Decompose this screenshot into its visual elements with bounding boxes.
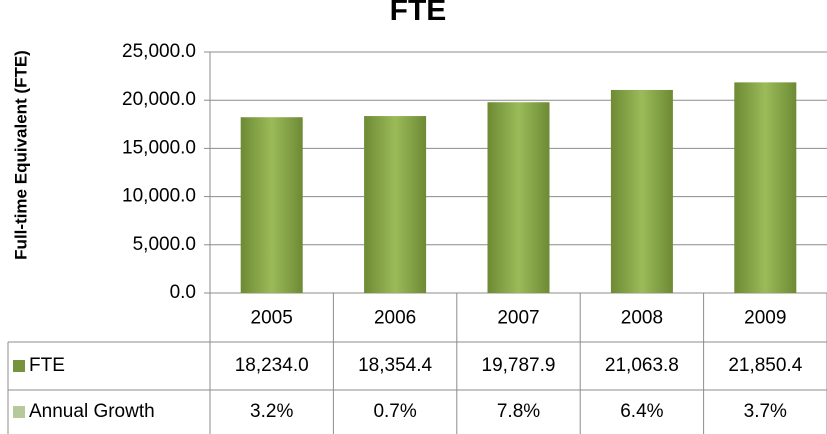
legend-label: Annual Growth xyxy=(29,401,155,422)
x-tick-label: 2005 xyxy=(251,308,293,329)
table-value: 21,063.8 xyxy=(605,355,679,376)
x-tick-label: 2007 xyxy=(497,308,539,329)
bar xyxy=(610,89,673,293)
y-tick-label: 10,000.0 xyxy=(122,186,196,207)
table-value: 0.7% xyxy=(373,401,416,422)
bar xyxy=(487,102,550,293)
x-tick-label: 2006 xyxy=(374,308,416,329)
y-tick-label: 5,000.0 xyxy=(133,234,196,255)
table-value: 3.7% xyxy=(744,401,787,422)
legend-key xyxy=(13,360,25,372)
y-tick-label: 25,000.0 xyxy=(122,41,196,62)
table-value: 3.2% xyxy=(250,401,293,422)
table-value: 7.8% xyxy=(497,401,540,422)
table-value: 18,354.4 xyxy=(358,355,432,376)
y-tick-label: 20,000.0 xyxy=(122,89,196,110)
table-value: 21,850.4 xyxy=(728,355,802,376)
y-tick-label: 0.0 xyxy=(170,282,196,303)
chart-title: FTE xyxy=(390,0,447,27)
table-value: 19,787.9 xyxy=(482,355,556,376)
y-tick-label: 15,000.0 xyxy=(122,137,196,158)
legend-label: FTE xyxy=(29,355,65,376)
table-value: 18,234.0 xyxy=(235,355,309,376)
legend-key xyxy=(13,406,25,418)
table-value: 6.4% xyxy=(620,401,663,422)
bar xyxy=(364,116,427,293)
y-axis-label: Full-time Equivalent (FTE) xyxy=(11,50,30,260)
x-tick-label: 2008 xyxy=(621,308,663,329)
bar xyxy=(240,117,303,293)
bar xyxy=(734,82,797,293)
x-tick-label: 2009 xyxy=(744,308,786,329)
